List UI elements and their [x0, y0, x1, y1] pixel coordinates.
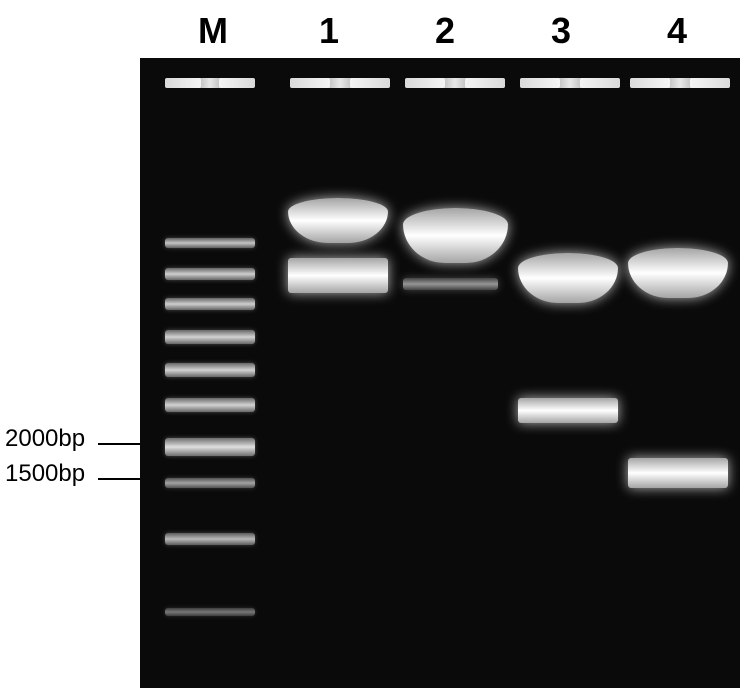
lane-label-4: 4 — [622, 10, 732, 52]
ladder-band — [165, 268, 255, 280]
ladder-band — [165, 398, 255, 412]
sample-band — [628, 458, 728, 488]
ladder-band — [165, 363, 255, 377]
ladder-band — [165, 330, 255, 344]
gel-well — [290, 78, 390, 88]
size-line-2000bp — [98, 443, 140, 445]
lane-label-marker: M — [158, 10, 268, 52]
gel-well — [165, 78, 255, 88]
size-line-1500bp — [98, 478, 140, 480]
lane-label-2: 2 — [390, 10, 500, 52]
ladder-band — [165, 298, 255, 310]
sample-band — [288, 198, 388, 243]
sample-band — [628, 248, 728, 298]
sample-band — [403, 208, 508, 263]
gel-image — [140, 58, 740, 688]
sample-band — [518, 253, 618, 303]
ladder-band — [165, 438, 255, 456]
ladder-band — [165, 533, 255, 545]
ladder-band — [165, 608, 255, 616]
lane-label-1: 1 — [274, 10, 384, 52]
size-label-1500bp: 1500bp — [5, 460, 85, 488]
gel-well — [405, 78, 505, 88]
sample-band — [288, 258, 388, 293]
gel-well — [630, 78, 730, 88]
gel-well — [520, 78, 620, 88]
lane-labels-row: M 1 2 3 4 — [155, 10, 735, 52]
sample-band — [403, 278, 498, 290]
ladder-band — [165, 238, 255, 248]
sample-band — [518, 398, 618, 423]
ladder-band — [165, 478, 255, 488]
lane-label-3: 3 — [506, 10, 616, 52]
size-label-2000bp: 2000bp — [5, 425, 85, 453]
